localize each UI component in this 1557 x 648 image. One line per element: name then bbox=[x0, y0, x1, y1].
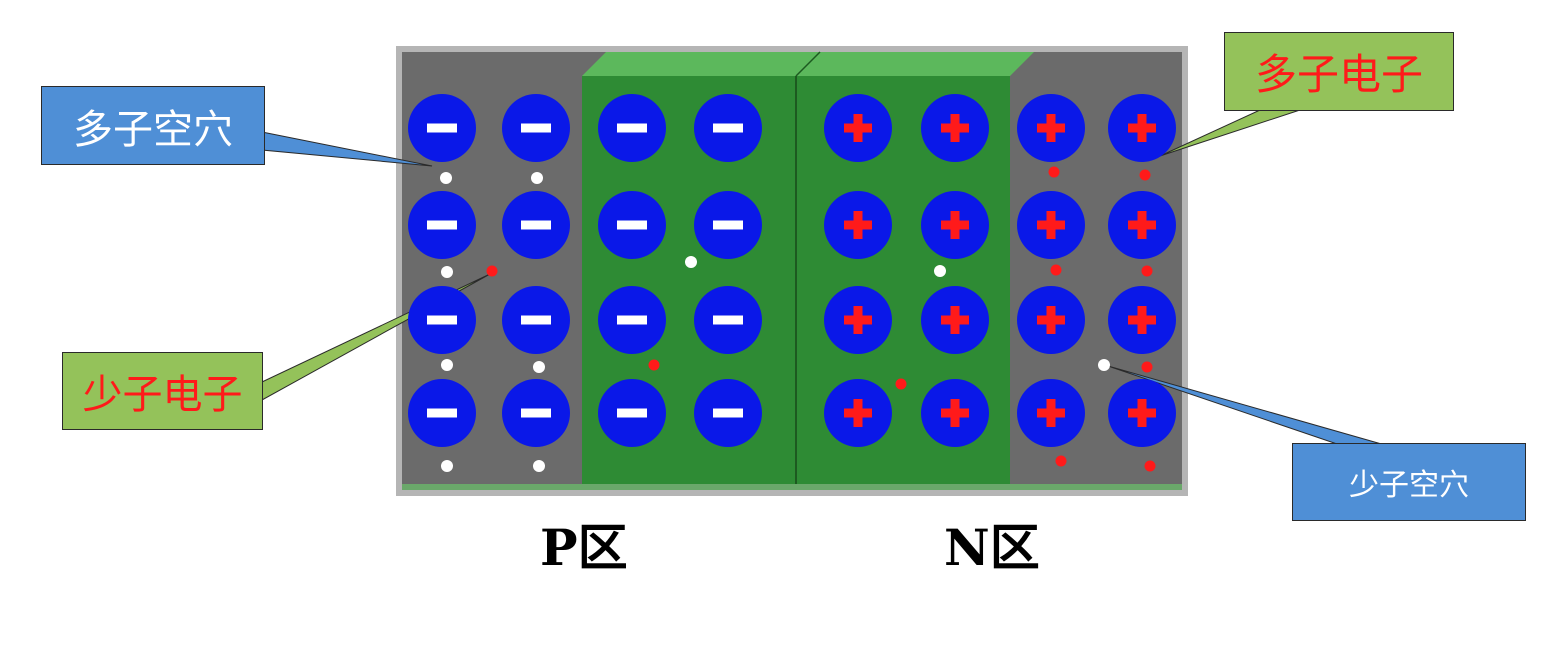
minority-holes-callout: 少子空穴 bbox=[1292, 443, 1526, 521]
minus-sign bbox=[713, 220, 743, 230]
plus-sign-vertical bbox=[853, 399, 863, 427]
electron bbox=[895, 378, 907, 390]
crystal-bottom-edge bbox=[402, 484, 1182, 490]
hole bbox=[441, 460, 453, 472]
electron bbox=[648, 359, 660, 371]
plus-sign-vertical bbox=[853, 114, 863, 142]
plus-sign-vertical bbox=[1046, 114, 1056, 142]
ion-lattice bbox=[408, 94, 1176, 447]
plus-sign-vertical bbox=[950, 399, 960, 427]
electron bbox=[1141, 361, 1153, 373]
minus-sign bbox=[617, 220, 647, 230]
plus-sign-vertical bbox=[853, 306, 863, 334]
carriers bbox=[440, 166, 1156, 472]
majority-holes-label: 多子空穴 bbox=[73, 106, 233, 153]
hole bbox=[685, 256, 697, 268]
minority-electrons-callout: 少子电子 bbox=[62, 352, 263, 430]
majority-electrons-callout: 多子电子 bbox=[1224, 32, 1454, 111]
electron bbox=[1055, 455, 1067, 467]
hole bbox=[441, 359, 453, 371]
n-region-label: N区 bbox=[944, 518, 1040, 577]
plus-sign-vertical bbox=[853, 211, 863, 239]
plus-sign-vertical bbox=[950, 306, 960, 334]
minus-sign bbox=[713, 315, 743, 325]
hole bbox=[440, 172, 452, 184]
minus-sign bbox=[427, 408, 457, 418]
plus-sign-vertical bbox=[1137, 399, 1147, 427]
minus-sign bbox=[521, 123, 551, 133]
hole bbox=[533, 361, 545, 373]
hole bbox=[531, 172, 543, 184]
plus-sign-vertical bbox=[1046, 399, 1056, 427]
electron bbox=[486, 265, 498, 277]
minus-sign bbox=[521, 220, 551, 230]
hole bbox=[1098, 359, 1110, 371]
electron bbox=[1141, 265, 1153, 277]
hole bbox=[934, 265, 946, 277]
minus-sign bbox=[713, 123, 743, 133]
minus-sign bbox=[427, 220, 457, 230]
electron bbox=[1139, 169, 1151, 181]
majority-electrons-label: 多子电子 bbox=[1254, 50, 1423, 99]
plus-sign-vertical bbox=[950, 114, 960, 142]
minus-sign bbox=[427, 123, 457, 133]
hole bbox=[533, 460, 545, 472]
minus-sign bbox=[617, 315, 647, 325]
plus-sign-vertical bbox=[1046, 211, 1056, 239]
electron bbox=[1050, 264, 1062, 276]
plus-sign-vertical bbox=[1046, 306, 1056, 334]
minus-sign bbox=[427, 315, 457, 325]
minus-sign bbox=[713, 408, 743, 418]
plus-sign-vertical bbox=[1137, 211, 1147, 239]
hole bbox=[441, 266, 453, 278]
minority-holes-label: 少子空穴 bbox=[1349, 468, 1469, 503]
electron bbox=[1144, 460, 1156, 472]
plus-sign-vertical bbox=[1137, 306, 1147, 334]
majority-holes-callout: 多子空穴 bbox=[41, 86, 265, 165]
plus-sign-vertical bbox=[950, 211, 960, 239]
junction-top-edge bbox=[795, 51, 821, 77]
minus-sign bbox=[617, 123, 647, 133]
electron bbox=[1048, 166, 1060, 178]
minus-sign bbox=[617, 408, 647, 418]
minority-electrons-label: 少子电子 bbox=[82, 372, 243, 418]
minus-sign bbox=[521, 408, 551, 418]
p-region-label: P区 bbox=[540, 518, 628, 577]
plus-sign-vertical bbox=[1137, 114, 1147, 142]
minus-sign bbox=[521, 315, 551, 325]
